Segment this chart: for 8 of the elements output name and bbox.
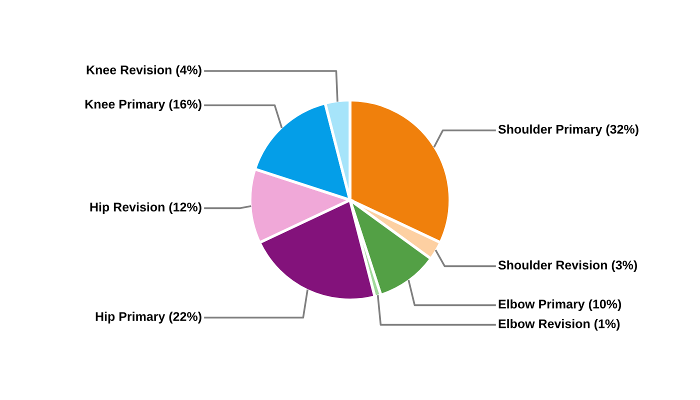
slice-label: Shoulder Revision (3%) xyxy=(498,260,637,272)
slice-label: Shoulder Primary (32%) xyxy=(498,124,638,136)
slice-label: Knee Primary (16%) xyxy=(85,99,202,112)
slice-label: Hip Primary (22%) xyxy=(96,312,202,324)
slice-label: Elbow Revision (1%) xyxy=(498,319,620,331)
slice-label: Elbow Primary (10%) xyxy=(498,299,622,311)
slice-label: Knee Revision (4%) xyxy=(86,65,202,77)
slice-label: Hip Revision (12%) xyxy=(90,202,202,214)
